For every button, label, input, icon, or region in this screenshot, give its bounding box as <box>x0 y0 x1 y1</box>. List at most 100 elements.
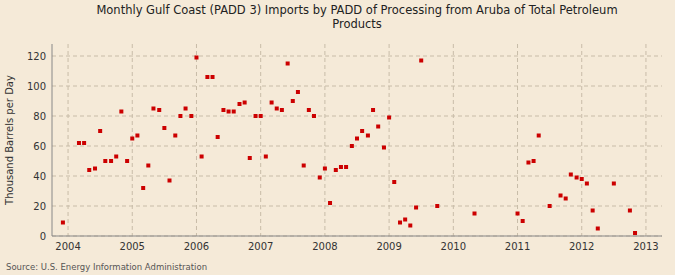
title-line: Products <box>332 17 382 31</box>
point <box>526 161 530 165</box>
point <box>408 224 412 228</box>
grid-line <box>68 44 69 236</box>
point <box>312 114 316 118</box>
x-tick-label: 2009 <box>376 241 401 252</box>
point <box>216 135 220 139</box>
point <box>125 159 129 163</box>
point <box>232 110 236 114</box>
x-tick-label: 2007 <box>248 241 273 252</box>
point <box>548 204 552 208</box>
grid-line <box>52 236 662 237</box>
grid-line <box>52 86 662 87</box>
background <box>0 0 675 275</box>
point <box>77 141 81 145</box>
point <box>435 204 439 208</box>
point <box>237 102 241 106</box>
grid-line <box>324 44 325 236</box>
point <box>328 201 332 205</box>
point <box>387 116 391 120</box>
grid-line <box>517 44 518 236</box>
point <box>344 165 348 169</box>
point <box>275 107 279 111</box>
point <box>61 221 65 225</box>
point <box>248 156 252 160</box>
point <box>334 168 338 172</box>
point <box>376 125 380 129</box>
x-tick-label: 2008 <box>312 241 337 252</box>
point <box>580 177 584 181</box>
point <box>291 99 295 103</box>
point <box>414 206 418 210</box>
chart: Monthly Gulf Coast (PADD 3) Imports by P… <box>0 0 675 275</box>
point <box>302 164 306 168</box>
point <box>205 75 209 79</box>
x-tick-label: 2010 <box>441 241 466 252</box>
point <box>307 108 311 112</box>
grid-line <box>196 44 197 236</box>
grid-line <box>389 44 390 236</box>
point <box>254 114 258 118</box>
grid <box>52 44 662 236</box>
point <box>82 141 86 145</box>
point <box>103 159 107 163</box>
point <box>382 146 386 150</box>
point <box>194 56 198 60</box>
point <box>93 167 97 171</box>
point <box>243 101 247 105</box>
x-tick-label: 2011 <box>505 241 530 252</box>
point <box>403 218 407 222</box>
points <box>61 56 637 236</box>
point <box>151 107 155 111</box>
point <box>318 176 322 180</box>
point <box>419 59 423 63</box>
point <box>585 182 589 186</box>
point <box>633 231 637 235</box>
grid-line <box>52 146 662 147</box>
point <box>173 134 177 138</box>
point <box>537 134 541 138</box>
point <box>98 129 102 133</box>
point <box>323 167 327 171</box>
grid-line <box>260 44 261 236</box>
point <box>612 182 616 186</box>
point <box>114 155 118 159</box>
point <box>350 144 354 148</box>
grid-line <box>52 206 662 207</box>
grid-line <box>52 116 662 117</box>
point <box>264 155 268 159</box>
y-tick-label: 0 <box>40 231 46 242</box>
title-line: Monthly Gulf Coast (PADD 3) Imports by P… <box>96 3 617 17</box>
point <box>516 212 520 216</box>
point <box>227 110 231 114</box>
point <box>392 180 396 184</box>
x-tick-label: 2004 <box>55 241 80 252</box>
y-tick-label: 120 <box>27 51 46 62</box>
point <box>211 75 215 79</box>
point <box>259 114 263 118</box>
y-axis-label: Thousand Barrels per Day <box>4 75 15 206</box>
point <box>521 219 525 223</box>
point <box>162 126 166 130</box>
point <box>628 209 632 213</box>
point <box>200 155 204 159</box>
x-tick-label: 2005 <box>120 241 145 252</box>
x-tick-label: 2006 <box>184 241 209 252</box>
point <box>109 159 113 163</box>
y-tick-label: 80 <box>33 111 46 122</box>
x-tick-label: 2013 <box>633 241 658 252</box>
grid-line <box>645 44 646 236</box>
y-tick-label: 20 <box>33 201 46 212</box>
point <box>596 227 600 231</box>
point <box>168 179 172 183</box>
point <box>221 108 225 112</box>
point <box>157 108 161 112</box>
x-axis-line <box>52 236 662 237</box>
point <box>87 168 91 172</box>
point <box>280 108 284 112</box>
point <box>473 212 477 216</box>
grid-line <box>453 44 454 236</box>
point <box>270 101 274 105</box>
point <box>366 134 370 138</box>
point <box>575 176 579 180</box>
point <box>559 194 563 198</box>
